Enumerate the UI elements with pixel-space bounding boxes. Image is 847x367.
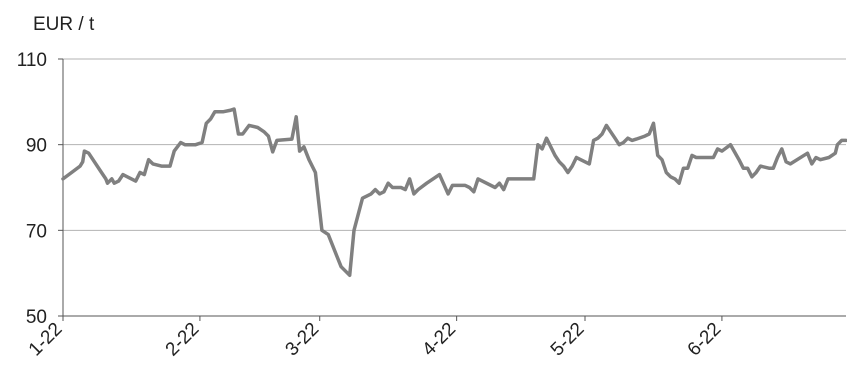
y-tick-label-70: 70: [26, 221, 47, 242]
x-tick-label-4-22: 4-22: [418, 319, 460, 361]
x-tick-label-6-22: 6-22: [684, 319, 726, 361]
series-layer: [61, 107, 847, 278]
x-tick-label-3-22: 3-22: [282, 319, 324, 361]
x-tick-label-2-22: 2-22: [162, 319, 204, 361]
axes: [58, 58, 846, 321]
y-tick-label-50: 50: [26, 307, 47, 328]
y-tick-label-110: 110: [17, 50, 47, 71]
y-axis-unit-label: EUR / t: [33, 14, 95, 35]
series-line-0: [61, 107, 847, 278]
y-tick-label-90: 90: [26, 136, 47, 157]
x-tick-label-5-22: 5-22: [547, 319, 589, 361]
